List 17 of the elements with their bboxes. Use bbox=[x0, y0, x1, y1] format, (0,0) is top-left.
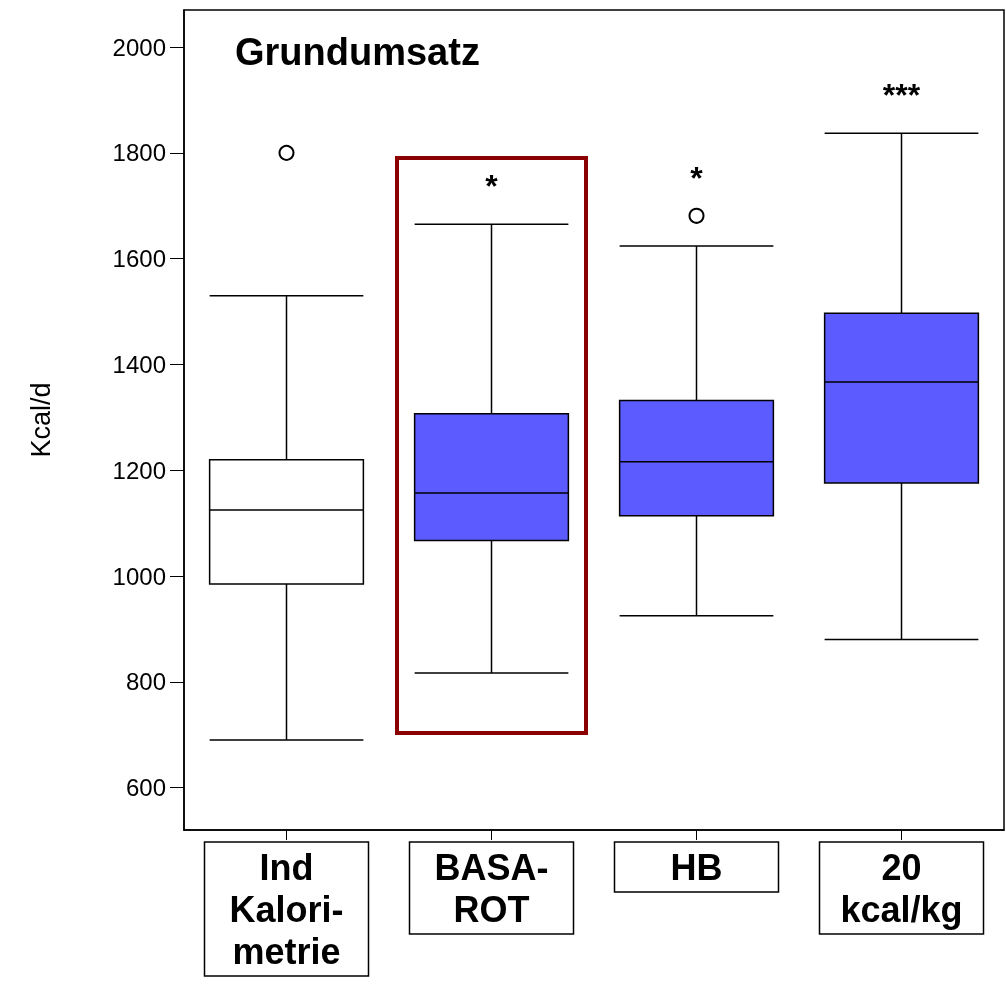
y-axis-title: Kcal/d bbox=[25, 382, 56, 458]
x-tick-label: Ind Kalori-metrie bbox=[229, 846, 344, 972]
y-tick-label: 1800 bbox=[112, 139, 166, 167]
x-tick-label: HB bbox=[670, 846, 723, 888]
y-tick-label: 2000 bbox=[112, 33, 166, 61]
annotation: * bbox=[485, 168, 499, 205]
y-tick-label: 1000 bbox=[112, 562, 166, 590]
x-tick-label: BASA-ROT bbox=[434, 846, 549, 930]
annotation: *** bbox=[882, 77, 921, 114]
text: Grundumsatz bbox=[235, 31, 480, 73]
y-tick-label: 800 bbox=[125, 668, 166, 696]
annotation: * bbox=[690, 159, 704, 196]
y-tick-label: 1200 bbox=[112, 456, 166, 484]
y-tick-label: 1400 bbox=[112, 350, 166, 378]
x-tick-label: 20 kcal/kg bbox=[840, 846, 963, 930]
y-tick-label: 1600 bbox=[112, 245, 166, 273]
y-tick-label: 600 bbox=[125, 774, 166, 802]
